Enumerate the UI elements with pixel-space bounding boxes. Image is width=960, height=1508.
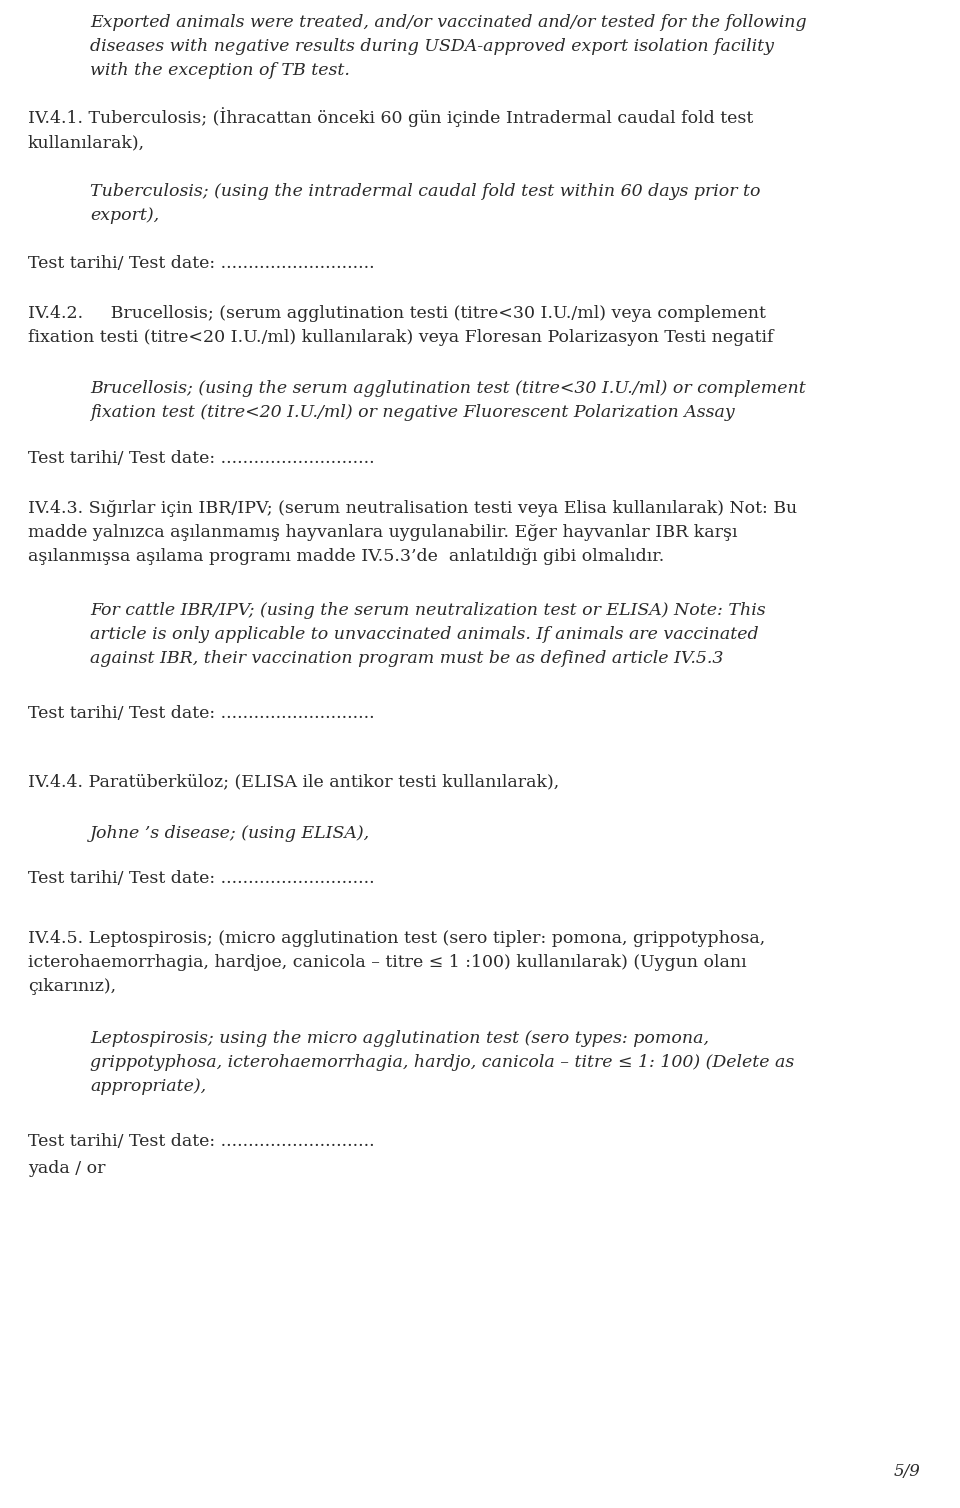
Text: Test tarihi/ Test date: ............................: Test tarihi/ Test date: ................…	[28, 706, 374, 722]
Text: 5/9: 5/9	[893, 1463, 920, 1479]
Text: IV.4.3. Sığırlar için IBR/IPV; (serum neutralisation testi veya Elisa kullanılar: IV.4.3. Sığırlar için IBR/IPV; (serum ne…	[28, 501, 797, 566]
Text: Exported animals were treated, and/or vaccinated and/or tested for the following: Exported animals were treated, and/or va…	[90, 14, 806, 80]
Text: IV.4.5. Leptospirosis; (micro agglutination test (sero tipler: pomona, grippotyp: IV.4.5. Leptospirosis; (micro agglutinat…	[28, 930, 765, 995]
Text: Test tarihi/ Test date: ............................: Test tarihi/ Test date: ................…	[28, 1133, 374, 1151]
Text: IV.4.4. Paratüberküloz; (ELISA ile antikor testi kullanılarak),: IV.4.4. Paratüberküloz; (ELISA ile antik…	[28, 774, 560, 790]
Text: IV.4.1. Tuberculosis; (İhracattan önceki 60 gün içinde Intradermal caudal fold t: IV.4.1. Tuberculosis; (İhracattan önceki…	[28, 107, 754, 151]
Text: Brucellosis; (using the serum agglutination test (titre<30 I.U./ml) or complemen: Brucellosis; (using the serum agglutinat…	[90, 380, 805, 421]
Text: Test tarihi/ Test date: ............................: Test tarihi/ Test date: ................…	[28, 255, 374, 271]
Text: IV.4.2.     Brucellosis; (serum agglutination testi (titre<30 I.U./ml) veya comp: IV.4.2. Brucellosis; (serum agglutinatio…	[28, 305, 774, 347]
Text: Test tarihi/ Test date: ............................: Test tarihi/ Test date: ................…	[28, 449, 374, 467]
Text: Leptospirosis; using the micro agglutination test (sero types: pomona,
grippotyp: Leptospirosis; using the micro agglutina…	[90, 1030, 794, 1095]
Text: For cattle IBR/IPV; (using the serum neutralization test or ELISA) Note: This
ar: For cattle IBR/IPV; (using the serum neu…	[90, 602, 766, 668]
Text: yada / or: yada / or	[28, 1160, 106, 1178]
Text: Tuberculosis; (using the intradermal caudal fold test within 60 days prior to
ex: Tuberculosis; (using the intradermal cau…	[90, 182, 760, 225]
Text: Test tarihi/ Test date: ............................: Test tarihi/ Test date: ................…	[28, 870, 374, 887]
Text: Johne ’s disease; (using ELISA),: Johne ’s disease; (using ELISA),	[90, 825, 371, 841]
